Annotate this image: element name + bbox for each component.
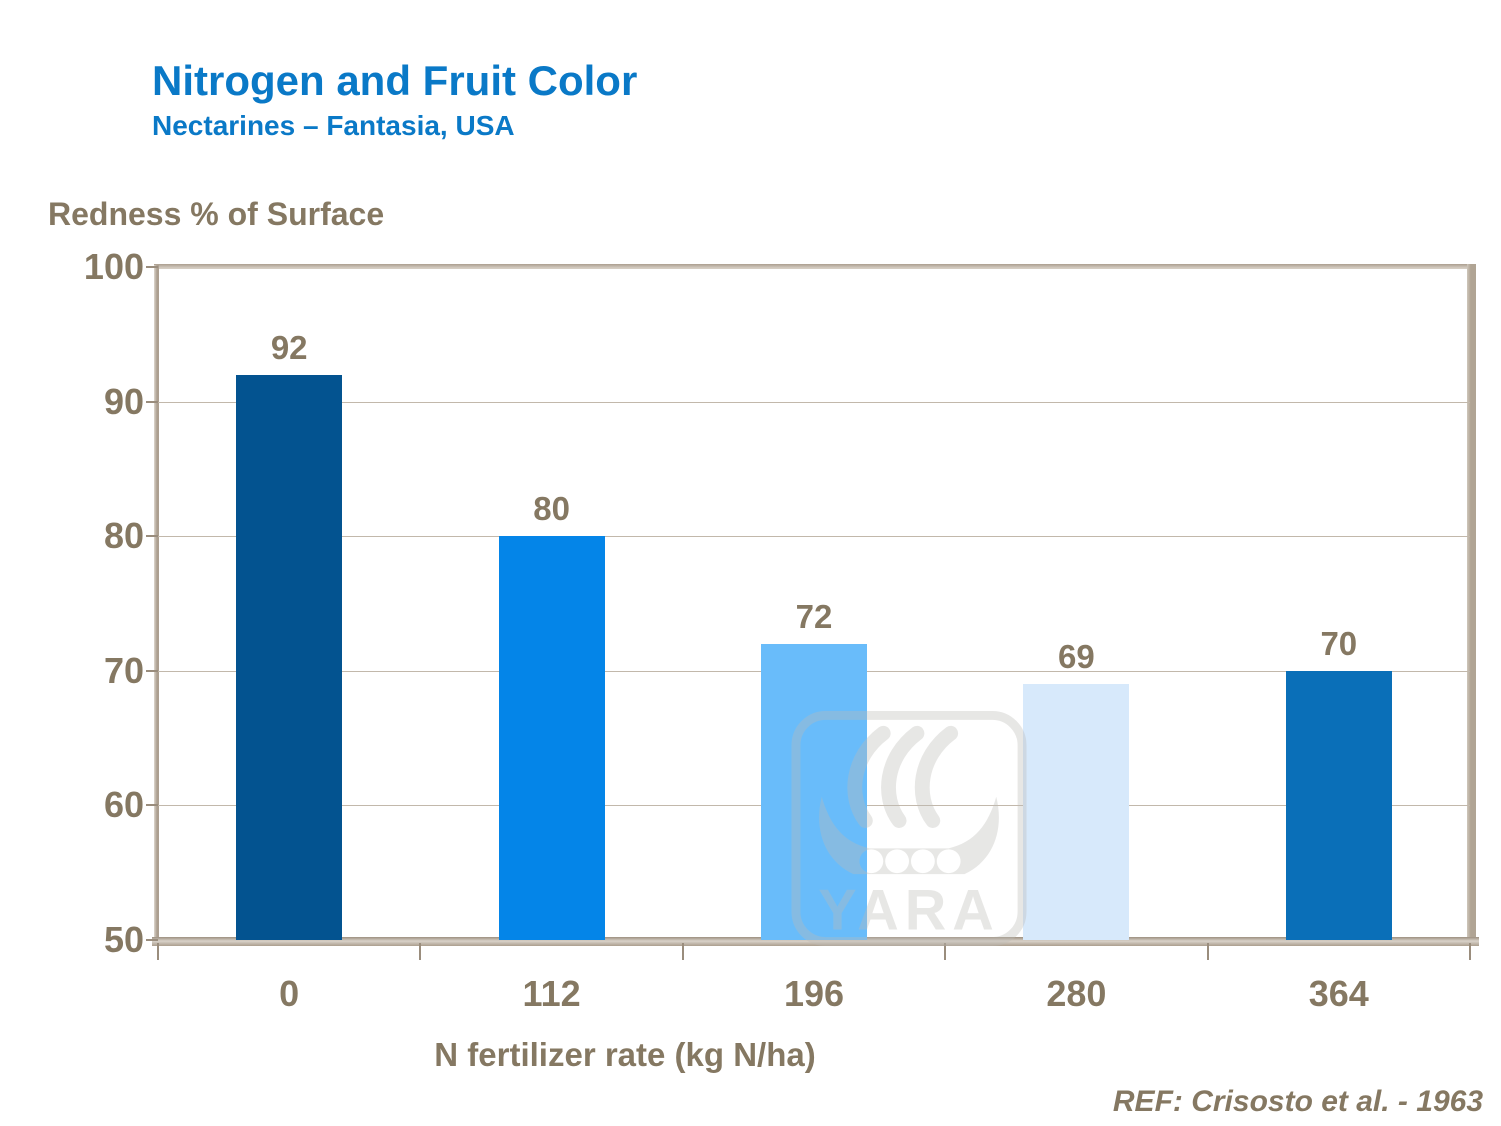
gridline (158, 536, 1470, 538)
x-tick-mark (944, 943, 947, 960)
x-tick-mark (681, 943, 684, 960)
gridline (158, 401, 1470, 403)
y-tick-label: 90 (103, 380, 144, 422)
x-tick-label: 0 (279, 973, 300, 1014)
y-tick-mark (146, 804, 158, 807)
y-tick-label: 60 (103, 784, 144, 826)
x-tick-mark (157, 943, 159, 960)
bar-value-label: 92 (270, 328, 308, 366)
x-tick-label: 364 (1308, 973, 1369, 1014)
reference-text: REF: Crisosto et al. - 1963 (1112, 1085, 1483, 1118)
plot-border-right (1467, 264, 1476, 943)
bar (761, 643, 867, 940)
y-tick-label: 80 (103, 515, 144, 557)
bar (1023, 684, 1130, 940)
y-tick-mark (146, 400, 158, 403)
chart-title: Nitrogen and Fruit Color (152, 57, 638, 104)
x-tick-label: 280 (1046, 973, 1107, 1014)
bar-value-label: 69 (1058, 638, 1095, 676)
y-tick-label: 50 (103, 919, 144, 960)
bar-value-label: 70 (1320, 624, 1358, 662)
x-tick-label: 112 (522, 973, 581, 1014)
title-block: Nitrogen and Fruit Color Nectarines – Fa… (152, 57, 638, 142)
bar-value-label: 72 (795, 597, 833, 635)
bar (236, 374, 343, 940)
bar (498, 536, 605, 940)
x-tick-mark (419, 943, 422, 960)
x-tick-mark (1206, 943, 1209, 960)
viking-sails-icon (847, 725, 959, 829)
y-tick-mark (146, 939, 158, 941)
chart-subtitle: Nectarines – Fantasia, USA (152, 110, 515, 142)
bar (1285, 670, 1392, 940)
y-tick-mark (146, 266, 158, 268)
y-tick-mark (146, 535, 158, 538)
bar-value-label: 80 (533, 490, 570, 528)
y-tick-mark (146, 669, 158, 672)
y-axis-title: Redness % of Surface (48, 196, 385, 232)
y-tick-label: 70 (103, 649, 144, 691)
x-tick-mark (1469, 943, 1471, 960)
x-axis-line (152, 937, 1479, 946)
plot-area: 100 90 80 70 60 50 92 0 80 112 72 196 69 280 70 364 YAR… (84, 246, 1479, 1014)
x-tick-label: 196 (783, 973, 845, 1014)
plot-border-top (154, 264, 1475, 269)
y-axis-line (154, 265, 159, 942)
y-tick-label: 100 (83, 246, 144, 287)
x-axis-title: N fertilizer rate (kg N/ha) (434, 1036, 816, 1073)
